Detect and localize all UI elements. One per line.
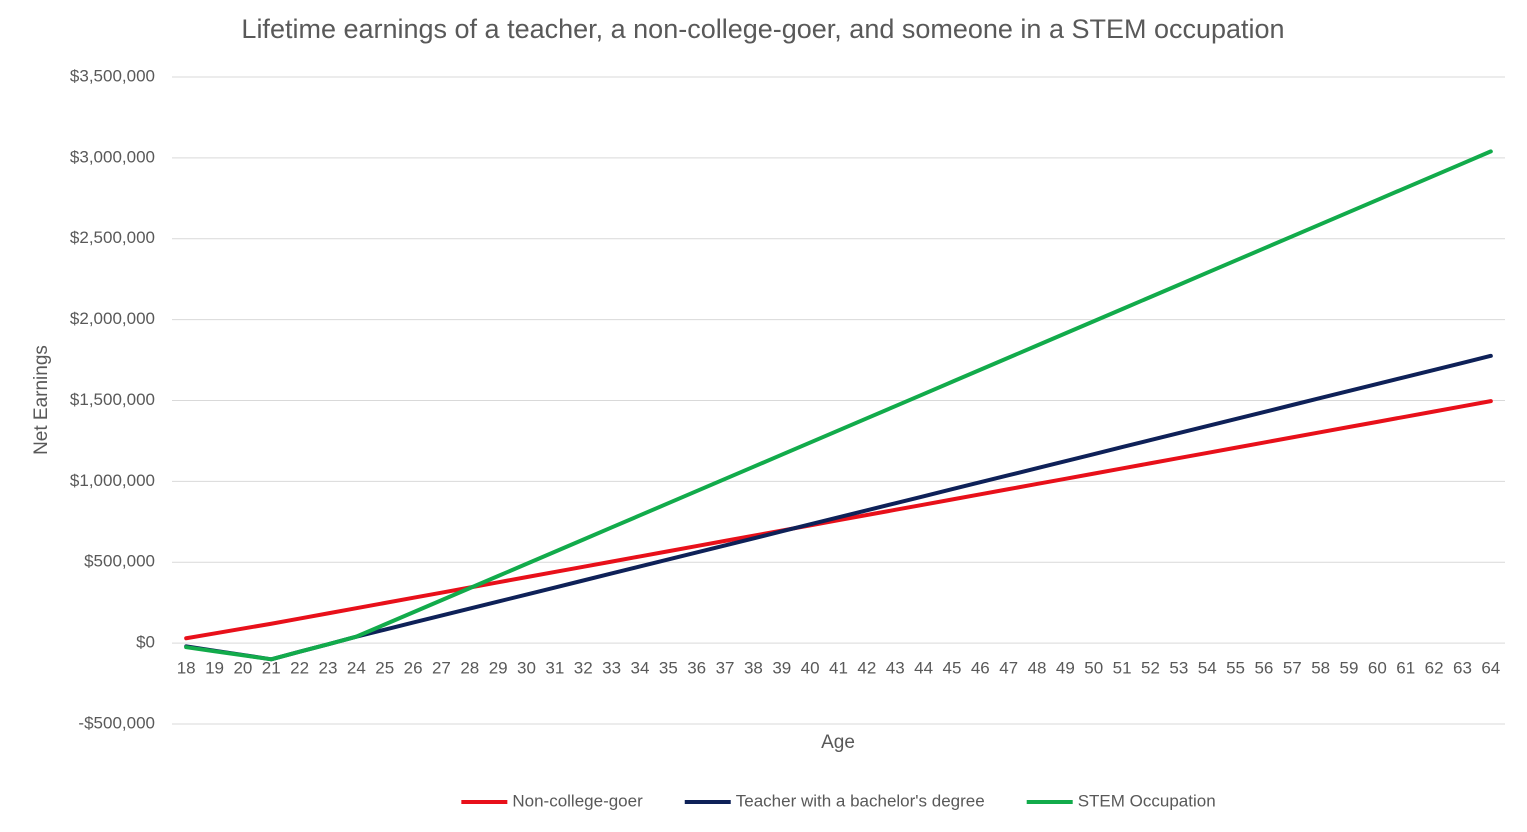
y-tick-label: $3,500,000 [70,66,155,85]
x-tick-label: 64 [1481,659,1500,678]
x-tick-label: 45 [942,659,961,678]
x-tick-label: 55 [1226,659,1245,678]
x-axis-title: Age [821,732,855,753]
legend-label: STEM Occupation [1078,791,1216,810]
x-tick-label: 63 [1453,659,1472,678]
legend-label: Teacher with a bachelor's degree [736,791,985,810]
x-tick-label: 57 [1283,659,1302,678]
x-tick-label: 29 [489,659,508,678]
x-tick-label: 21 [262,659,281,678]
x-tick-label: 24 [347,659,366,678]
x-tick-label: 47 [999,659,1018,678]
x-tick-label: 22 [290,659,309,678]
x-tick-label: 28 [460,659,479,678]
x-tick-label: 54 [1198,659,1217,678]
x-tick-label: 62 [1425,659,1444,678]
y-tick-label: $0 [136,633,155,652]
x-tick-label: 60 [1368,659,1387,678]
series-line [184,353,1493,662]
x-tick-label: 23 [319,659,338,678]
x-tick-label: 26 [404,659,423,678]
x-tick-label: 50 [1084,659,1103,678]
series-line [184,399,1493,641]
x-tick-label: 32 [574,659,593,678]
x-tick-label: 31 [545,659,564,678]
x-tick-label: 25 [375,659,394,678]
x-tick-label: 51 [1113,659,1132,678]
x-tick-label: 42 [857,659,876,678]
x-tick-label: 36 [687,659,706,678]
legend-label: Non-college-goer [512,791,643,810]
x-tick-label: 35 [659,659,678,678]
x-tick-label: 34 [631,659,650,678]
y-tick-label: $500,000 [84,552,155,571]
x-tick-label: 30 [517,659,536,678]
y-axis-title: Net Earnings [31,345,52,455]
x-tick-label: 38 [744,659,763,678]
x-tick-label: 18 [177,659,196,678]
series-line [184,149,1493,662]
y-tick-label: -$500,000 [78,713,155,732]
y-tick-label: $1,500,000 [70,390,155,409]
x-tick-label: 49 [1056,659,1075,678]
x-tick-label: 43 [886,659,905,678]
x-tick-label: 58 [1311,659,1330,678]
x-tick-label: 39 [772,659,791,678]
x-tick-label: 40 [801,659,820,678]
x-tick-label: 37 [716,659,735,678]
x-tick-label: 33 [602,659,621,678]
x-tick-label: 61 [1396,659,1415,678]
y-tick-label: $2,000,000 [70,309,155,328]
y-tick-label: $3,000,000 [70,147,155,166]
x-tick-label: 56 [1254,659,1273,678]
chart-title: Lifetime earnings of a teacher, a non-co… [241,14,1284,44]
y-tick-label: $2,500,000 [70,228,155,247]
x-tick-label: 59 [1340,659,1359,678]
x-tick-label: 48 [1028,659,1047,678]
y-tick-label: $1,000,000 [70,471,155,490]
x-tick-label: 52 [1141,659,1160,678]
x-tick-label: 46 [971,659,990,678]
x-tick-label: 27 [432,659,451,678]
x-tick-label: 41 [829,659,848,678]
x-tick-label: 19 [205,659,224,678]
x-tick-label: 44 [914,659,933,678]
x-tick-label: 20 [233,659,252,678]
x-tick-label: 53 [1169,659,1188,678]
